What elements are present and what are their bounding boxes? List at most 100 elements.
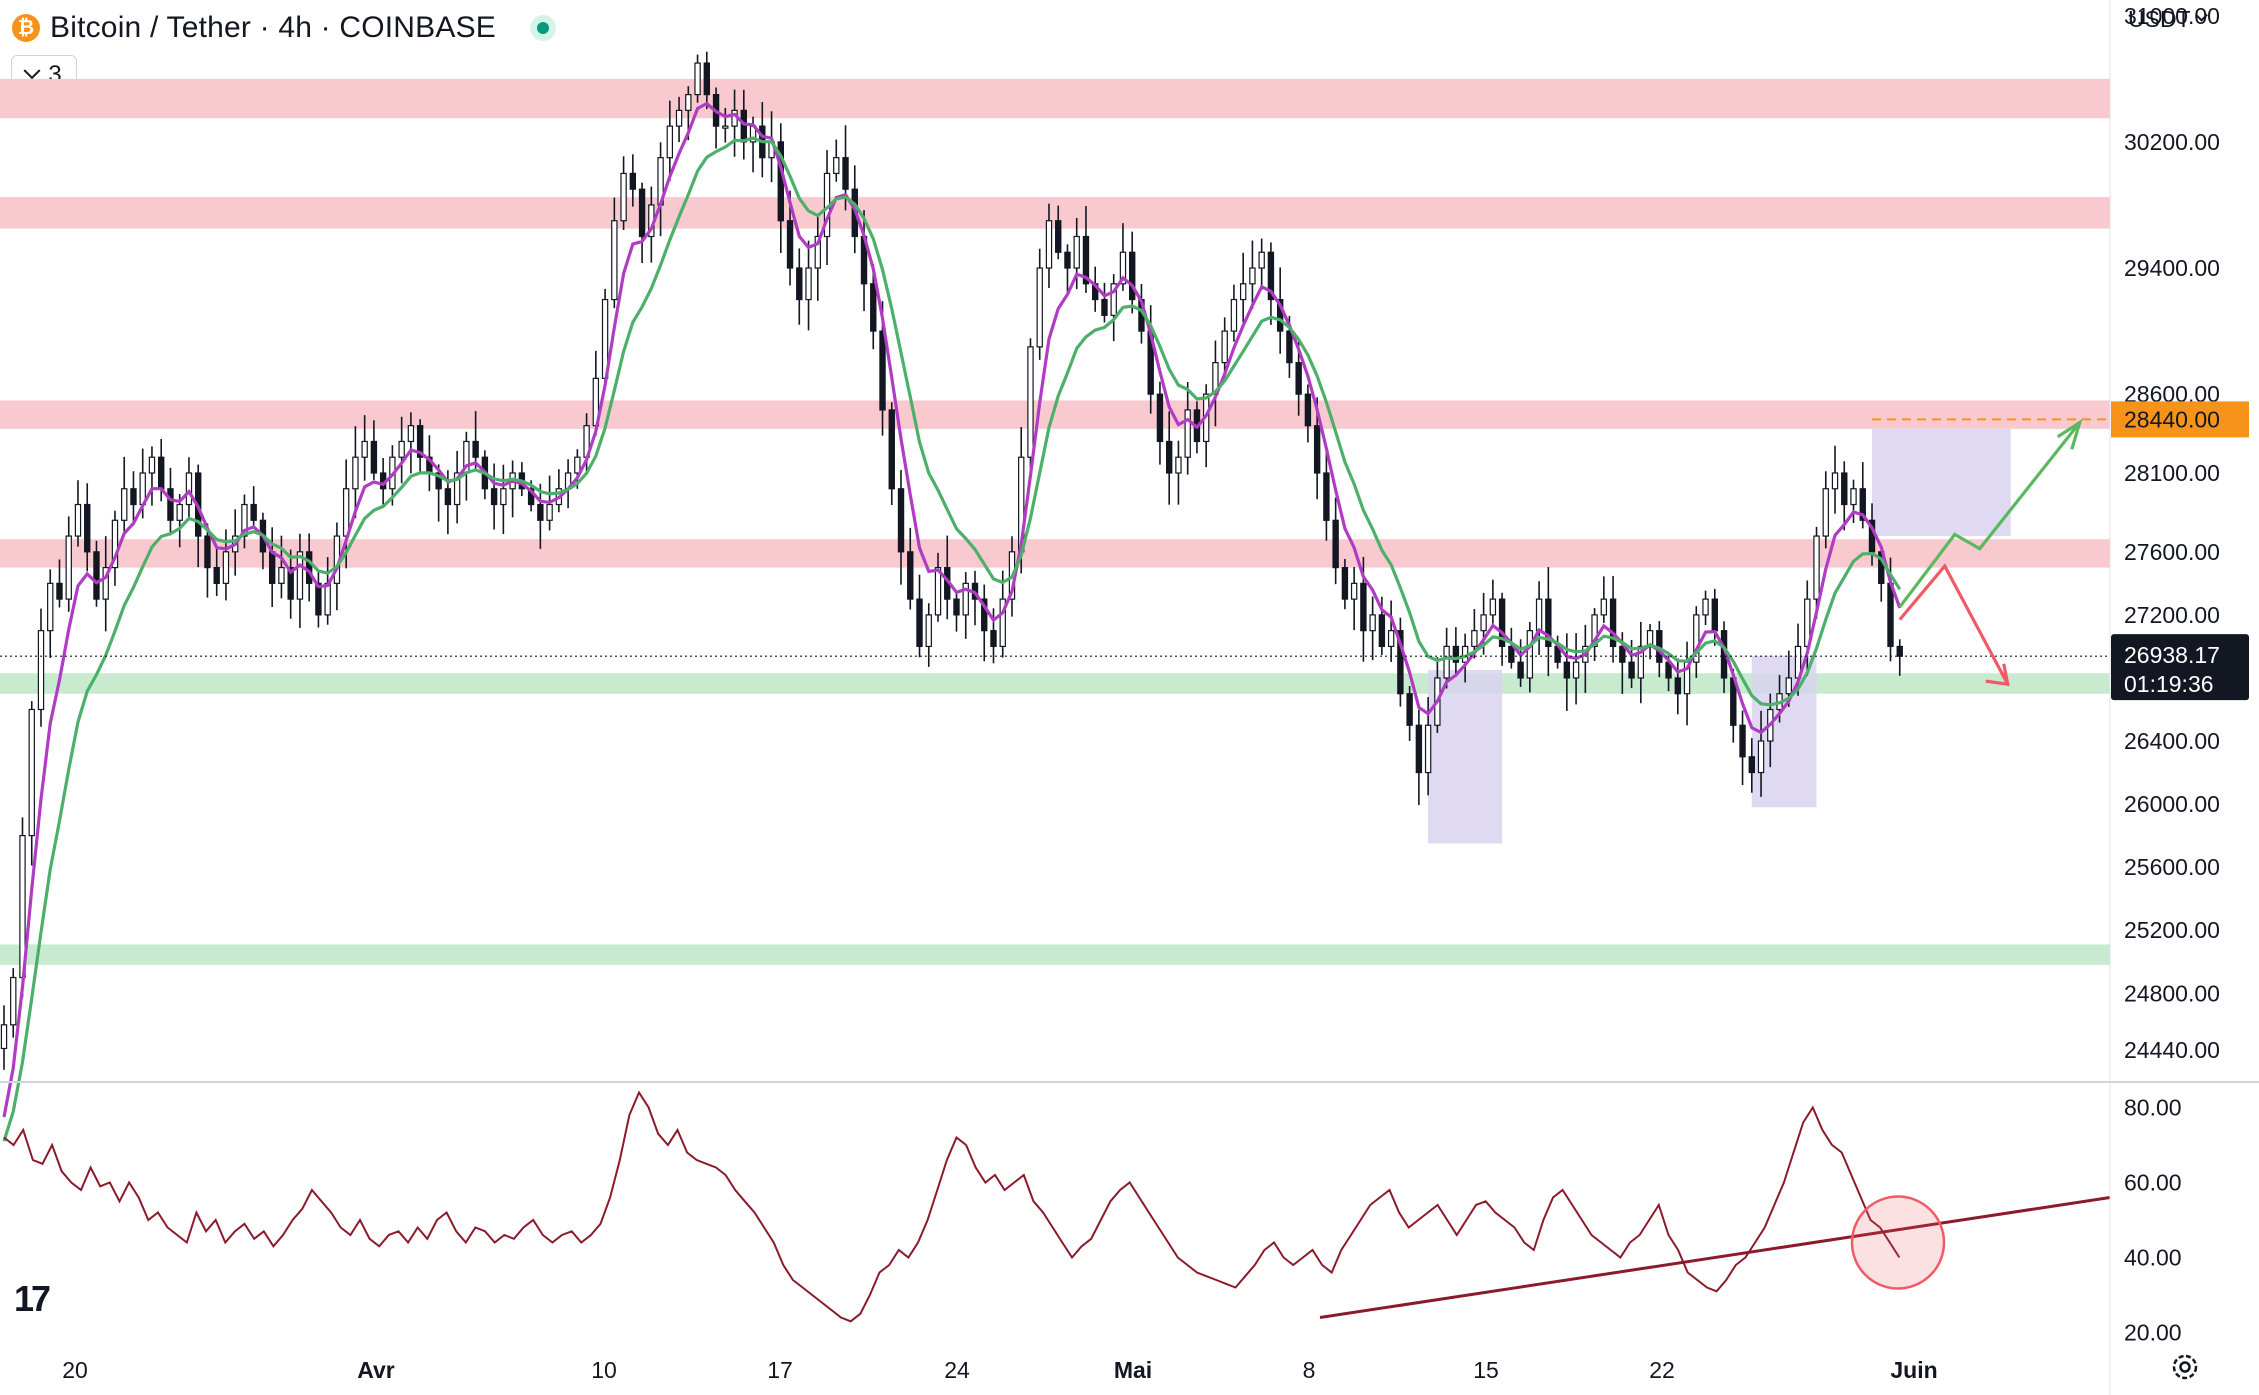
resistance-zone <box>0 539 2110 568</box>
candle-body <box>527 488 535 506</box>
candle-body <box>1859 488 1866 521</box>
candle-body <box>1064 251 1071 269</box>
candle-body <box>814 235 821 269</box>
candle-body <box>37 630 45 711</box>
candle-body <box>1027 346 1034 458</box>
candle-body <box>1045 220 1053 269</box>
candle-body <box>1221 330 1228 364</box>
candle-body <box>1369 614 1376 632</box>
candle-body <box>990 630 997 648</box>
candle-body <box>962 582 969 616</box>
candle-body <box>1517 661 1524 679</box>
candle-body <box>1036 267 1043 348</box>
candle-body <box>342 488 350 537</box>
candle-body <box>47 582 54 632</box>
candle-body <box>74 503 82 537</box>
bearish-arrow-head <box>1985 663 2010 687</box>
candle-body <box>407 425 415 443</box>
candle-body <box>703 62 711 96</box>
candle-body <box>148 456 156 474</box>
rsi-tick-label: 40.00 <box>2124 1245 2182 1271</box>
candle-body <box>694 62 701 96</box>
chart-header: ₿ Bitcoin / Tether · 4h · COINBASE <box>12 6 557 50</box>
bullish-arrow-head <box>2056 418 2083 450</box>
candle-body <box>629 172 637 190</box>
candle-body <box>1258 251 1265 269</box>
ema-fast-line <box>2 101 1902 1118</box>
ema-slow-line <box>2 136 1902 1142</box>
time-tick-label: 10 <box>591 1357 617 1383</box>
settings-icon[interactable] <box>2170 1352 2200 1382</box>
candle-body <box>1674 677 1682 695</box>
candle-body <box>574 456 581 474</box>
time-axis: 20 Avr 10 17 24 Mai 8 15 22 Juin <box>62 1357 1937 1383</box>
currency-selector[interactable]: USDT <box>2128 6 2208 33</box>
candles-layer <box>0 51 1903 1070</box>
candle-body <box>925 614 932 648</box>
candle-body <box>1887 582 1894 648</box>
support-zone <box>0 944 2110 965</box>
candle-body <box>1175 456 1182 474</box>
candle-body <box>10 976 17 1026</box>
candle-body <box>796 267 803 301</box>
candle-body <box>1184 409 1191 458</box>
candle-body <box>1387 630 1395 648</box>
candle-body <box>638 188 646 238</box>
candle-body <box>786 220 794 269</box>
resistance-zone <box>0 197 2110 229</box>
candle-body <box>130 488 137 506</box>
candle-body <box>1406 693 1413 726</box>
candle-body <box>111 519 119 569</box>
price-tick-label: 26000.00 <box>2124 791 2220 817</box>
candle-body <box>361 440 368 458</box>
candle-body <box>1350 582 1358 600</box>
time-tick-label: Avr <box>357 1357 395 1383</box>
candle-body <box>1360 582 1367 632</box>
candle-body <box>1637 645 1645 679</box>
ema-layer <box>2 101 1902 1142</box>
candle-body <box>1323 472 1330 521</box>
highlight-boxes <box>1428 428 2011 844</box>
candle-body <box>870 283 877 332</box>
candle-body <box>1313 425 1321 474</box>
candle-body <box>1508 645 1515 663</box>
candle-body <box>416 425 424 458</box>
candle-body <box>287 566 294 600</box>
candle-body <box>1332 519 1339 569</box>
bullish-scenario-arrow <box>1898 421 2082 608</box>
candle-body <box>398 440 405 458</box>
candle-body <box>278 566 285 584</box>
rsi-trendline <box>1319 1196 2111 1319</box>
candle-body <box>879 330 886 411</box>
time-tick-label: 20 <box>62 1357 88 1383</box>
time-tick-label: 22 <box>1649 1357 1675 1383</box>
candle-body <box>1286 330 1293 364</box>
candle-body <box>981 598 988 632</box>
price-tick-label: 26400.00 <box>2124 728 2220 754</box>
rsi-tick-label: 80.00 <box>2124 1095 2182 1121</box>
candle-body <box>999 598 1006 648</box>
candle-body <box>1813 535 1820 600</box>
candle-body <box>953 598 960 616</box>
symbol-title[interactable]: Bitcoin / Tether · 4h · COINBASE <box>50 11 497 44</box>
candle-body <box>444 488 452 506</box>
candle-body <box>1276 298 1284 332</box>
candle-body <box>1129 251 1136 301</box>
candle-body <box>370 440 378 474</box>
candle-body <box>1156 393 1164 443</box>
candle-body <box>916 598 923 648</box>
countdown-label: 01:19:36 <box>2124 671 2214 697</box>
candle-body <box>1609 598 1617 648</box>
marked-level-label: 28440.00 <box>2124 406 2220 432</box>
price-tick-label: 24440.00 <box>2124 1037 2220 1063</box>
candle-body <box>84 503 91 553</box>
candle-body <box>1378 614 1386 648</box>
bitcoin-icon: ₿ <box>12 14 40 42</box>
candle-body <box>666 125 674 159</box>
candle-body <box>1295 362 1302 395</box>
candle-body <box>176 503 183 521</box>
candle-body <box>1110 283 1117 316</box>
candle-body <box>685 93 692 111</box>
candle-body <box>222 551 230 584</box>
